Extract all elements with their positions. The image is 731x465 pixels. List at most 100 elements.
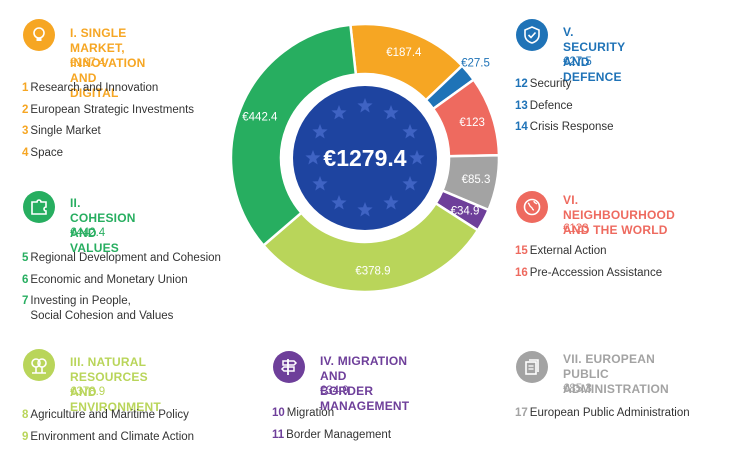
slice-label: €378.9 — [355, 266, 390, 278]
programme-label: Crisis Response — [529, 121, 614, 133]
heading-title-line: BORDER MANAGEMENT — [320, 384, 410, 413]
programme-number: 2 — [22, 103, 29, 116]
heading-title-line: AND ENVIRONMENT — [70, 385, 161, 414]
slice-label: €27.5 — [461, 58, 490, 70]
programme-item: 2 European Strategic Investments — [22, 100, 194, 122]
programme-label: Border Management — [286, 428, 392, 441]
programme-item: 14 Crisis Response — [515, 117, 614, 139]
heading-title-line: AND THE WORLD — [563, 223, 668, 237]
programme-label: External Action — [529, 245, 607, 257]
programme-number: 8 — [22, 409, 29, 421]
heading-title: V. SECURITY AND DEFENCE — [563, 25, 625, 85]
programme-label-line: Social Cohesion and Values — [30, 310, 174, 322]
programme-number: 4 — [22, 146, 29, 159]
heading-title-line: INNOVATION AND DIGITAL — [70, 56, 146, 100]
programme-label: Security — [529, 78, 572, 90]
heading-title-line: AND DEFENCE — [563, 55, 622, 84]
heading-title: VI. NEIGHBOURHOOD AND THE WORLD — [563, 193, 675, 238]
slice-label: €442.4 — [242, 112, 278, 124]
programme-number: 10 — [272, 407, 285, 419]
programme-number: 12 — [515, 78, 528, 90]
programme-item: 5 Regional Development and Cohesion — [22, 248, 221, 270]
programme-number: 17 — [515, 407, 528, 419]
programme-item: 7 Investing in People, Social Cohesion and… — [22, 291, 221, 324]
programme-item: 4 Space — [22, 143, 194, 165]
heading-amount: €34.9 — [320, 385, 349, 397]
programme-label: Migration — [286, 407, 335, 419]
programme-item: 15 External Action — [515, 241, 662, 263]
shield-icon — [516, 19, 548, 51]
heading-title: I. SINGLE MARKET, INNOVATION AND DIGITAL — [70, 26, 146, 101]
programme-item: 6 Economic and Monetary Union — [22, 270, 221, 292]
programme-label: Defence — [529, 99, 573, 112]
eu-star-icon — [383, 195, 399, 210]
programme-item: 10 Migration — [272, 403, 391, 425]
eu-star-icon — [331, 105, 347, 120]
programme-list: 17 European Public Administration — [515, 403, 690, 425]
programme-label: Single Market — [30, 125, 101, 137]
programme-number: 11 — [272, 428, 285, 441]
programme-label: Agriculture and Maritime Policy — [30, 409, 189, 421]
programme-label-line: Investing in People, — [30, 295, 131, 307]
programme-item: 12 Security — [515, 74, 614, 96]
programme-label: Regional Development and Cohesion — [30, 252, 221, 264]
heading-title-line: VI. NEIGHBOURHOOD — [563, 193, 675, 222]
heading-amount: €85.3 — [563, 383, 592, 395]
heading-title-line: VALUES — [70, 241, 119, 255]
heading-title-line: ADMINISTRATION — [563, 382, 669, 396]
eu-star-icon — [305, 150, 321, 165]
programme-list: 15 External Action 16 Pre-Accession Assista… — [515, 241, 662, 284]
signpost-icon — [273, 351, 305, 383]
heading-amount: €378.9 — [70, 386, 106, 398]
programme-item: 9 Environment and Climate Action — [22, 427, 194, 449]
eu-star-icon — [357, 98, 373, 113]
lightbulb-icon — [23, 19, 55, 51]
programme-label: European Strategic Investments — [30, 103, 195, 116]
heading-amount: €27.5 — [563, 56, 592, 68]
heading-title-line: III. NATURAL RESOURCES — [70, 355, 148, 384]
programme-number: 3 — [22, 125, 29, 137]
programme-label: Investing in People, Social Cohesion and … — [30, 291, 173, 324]
programme-label: Space — [30, 146, 64, 159]
heading-title: VII. EUROPEAN PUBLIC ADMINISTRATION — [563, 352, 669, 397]
programme-label: Pre-Accession Assistance — [529, 266, 663, 279]
programme-label: Environment and Climate Action — [30, 430, 195, 443]
pie-slice — [229, 23, 358, 248]
heading-title: III. NATURAL RESOURCES AND ENVIRONMENT — [70, 355, 161, 415]
eu-star-icon — [312, 124, 328, 139]
programme-number: 7 — [22, 295, 29, 307]
programme-number: 15 — [515, 245, 528, 257]
programme-number: 9 — [22, 430, 29, 443]
programme-number: 1 — [22, 82, 29, 94]
slice-label: €85.3 — [462, 174, 491, 186]
programme-list: 10 Migration 11 Border Management — [272, 403, 391, 446]
programme-number: 13 — [515, 99, 528, 112]
programme-number: 5 — [22, 252, 29, 264]
heading-amount: €123 — [563, 223, 589, 235]
programme-item: 1 Research and Innovation — [22, 78, 194, 100]
programme-list: 1 Research and Innovation 2 European Strate… — [22, 78, 194, 164]
programme-label: Economic and Monetary Union — [30, 273, 188, 286]
programme-list: 8 Agriculture and Maritime Policy 9 Environ… — [22, 405, 194, 448]
programme-number: 14 — [515, 121, 528, 133]
programme-list: 12 Security 13 Defence 14 Crisis Response — [515, 74, 614, 139]
slice-label: €187.4 — [386, 47, 422, 59]
heading-title: II. COHESION AND VALUES — [70, 196, 136, 256]
heading-title-line: V. SECURITY — [563, 25, 626, 54]
programme-label: Research and Innovation — [30, 82, 159, 94]
programme-item: 16 Pre-Accession Assistance — [515, 263, 662, 285]
eu-star-icon — [357, 202, 373, 217]
slice-label: €123 — [459, 117, 485, 129]
heading-title-line: I. SINGLE MARKET, — [70, 26, 127, 55]
eu-star-icon — [383, 105, 399, 120]
programme-number: 6 — [22, 273, 29, 286]
programme-label: European Public Administration — [529, 407, 690, 419]
programme-item: 13 Defence — [515, 96, 614, 118]
programme-number: 16 — [515, 266, 528, 279]
documents-icon — [516, 351, 548, 383]
heading-title-line: II. COHESION AND — [70, 196, 136, 240]
globe-icon — [516, 191, 548, 223]
eu-star-icon — [402, 124, 418, 139]
heading-title: IV. MIGRATION AND BORDER MANAGEMENT — [320, 354, 409, 414]
